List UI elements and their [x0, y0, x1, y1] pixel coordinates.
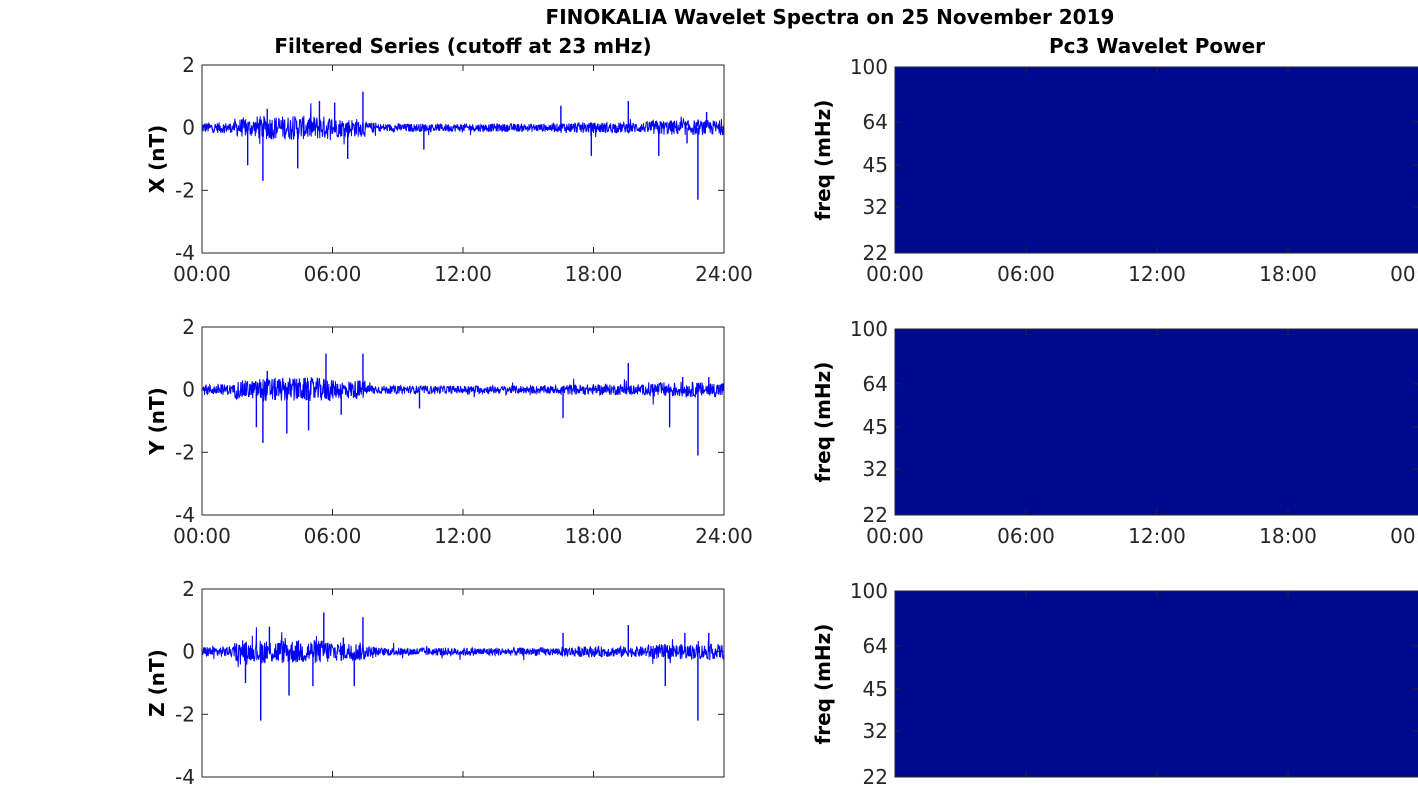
y-axis-label: freq (mHz) — [811, 100, 835, 221]
right-column-title: Pc3 Wavelet Power — [1048, 34, 1266, 58]
ytick-label-3: -4 — [175, 503, 195, 527]
series-trace — [202, 377, 724, 405]
panel-power-z: 100 64 45 32 22 freq (mHz) — [811, 579, 1418, 788]
xtick-label-4: 24:00 — [695, 262, 753, 286]
ytick-label-2: -2 — [175, 178, 195, 202]
spectrum-fill — [895, 591, 1418, 777]
axes-frame — [201, 326, 725, 516]
xtick-label-0: 00:00 — [866, 262, 924, 286]
xtick-label-0: 00:00 — [173, 524, 231, 548]
xtick-label-1: 06:00 — [997, 524, 1055, 548]
ytick-label-4: 22 — [863, 241, 888, 265]
ytick-label-3: -4 — [175, 765, 195, 788]
ytick-label-3: 32 — [863, 457, 888, 481]
ytick-label-0: 100 — [850, 579, 888, 603]
spectrum-fill — [895, 329, 1418, 515]
ytick-label-1: 0 — [182, 116, 195, 140]
xtick-label-2: 12:00 — [1128, 262, 1186, 286]
xtick-label-0: 00:00 — [173, 262, 231, 286]
xtick-label-2: 12:00 — [1128, 524, 1186, 548]
ytick-label-1: 64 — [863, 110, 888, 134]
ytick-label-4: 22 — [863, 765, 888, 788]
panel-power-x: 1006445322200:0006:0012:0018:0000:00freq… — [811, 55, 1418, 286]
y-axis-label: X (nT) — [145, 125, 169, 194]
figure-title: FINOKALIA Wavelet Spectra on 25 November… — [545, 5, 1115, 29]
ytick-label-3: 32 — [863, 719, 888, 743]
xtick-label-1: 06:00 — [997, 262, 1055, 286]
xtick-label-2: 12:00 — [434, 524, 492, 548]
xtick-label-2: 12:00 — [434, 262, 492, 286]
panel-power-y: 1006445322200:0006:0012:0018:0000:00freq… — [811, 317, 1418, 548]
ytick-label-0: 100 — [850, 317, 888, 341]
panel-filtered-y: 2 0 -2 -400:00 06:00 12:00 18:00 24:00 Y (nT) — [145, 315, 753, 548]
panel-filtered-x: 2 0 -2 -400:00 06:00 12:00 18:00 24:00 X (nT) — [145, 53, 753, 286]
xtick-label-3: 18:00 — [565, 262, 623, 286]
xtick-label-4: 00:00 — [1390, 524, 1418, 548]
xtick-label-3: 18:00 — [565, 524, 623, 548]
ytick-label-0: 2 — [182, 53, 195, 77]
ytick-label-1: 64 — [863, 634, 888, 658]
ytick-label-2: -2 — [175, 440, 195, 464]
xtick-label-3: 18:00 — [1259, 524, 1317, 548]
ytick-label-1: 64 — [863, 372, 888, 396]
y-axis-label: freq (mHz) — [811, 362, 835, 483]
xtick-label-4: 24:00 — [695, 524, 753, 548]
axes-frame — [201, 64, 725, 254]
series-trace — [202, 103, 724, 145]
ytick-label-3: 32 — [863, 195, 888, 219]
ytick-label-0: 100 — [850, 55, 888, 79]
ytick-label-2: -2 — [175, 702, 195, 726]
y-axis-label: Z (nT) — [145, 649, 169, 717]
xtick-label-4: 00:00 — [1390, 262, 1418, 286]
ytick-label-2: 45 — [863, 153, 888, 177]
ytick-label-2: 45 — [863, 415, 888, 439]
ytick-label-1: 0 — [182, 378, 195, 402]
ytick-label-2: 45 — [863, 677, 888, 701]
y-axis-label: Y (nT) — [145, 387, 169, 456]
axes-frame — [201, 588, 725, 778]
ytick-label-4: 22 — [863, 503, 888, 527]
ytick-label-1: 0 — [182, 640, 195, 664]
ytick-label-0: 2 — [182, 577, 195, 601]
xtick-label-1: 06:00 — [304, 524, 362, 548]
xtick-label-3: 18:00 — [1259, 262, 1317, 286]
xtick-label-1: 06:00 — [304, 262, 362, 286]
panel-filtered-z: 2 0 -2 -4 Z (nT) — [145, 577, 725, 788]
left-column-title: Filtered Series (cutoff at 23 mHz) — [274, 34, 652, 58]
xtick-label-0: 00:00 — [866, 524, 924, 548]
spectrum-fill — [895, 67, 1418, 253]
series-trace — [202, 627, 724, 668]
ytick-label-0: 2 — [182, 315, 195, 339]
y-axis-label: freq (mHz) — [811, 624, 835, 745]
ytick-label-3: -4 — [175, 241, 195, 265]
